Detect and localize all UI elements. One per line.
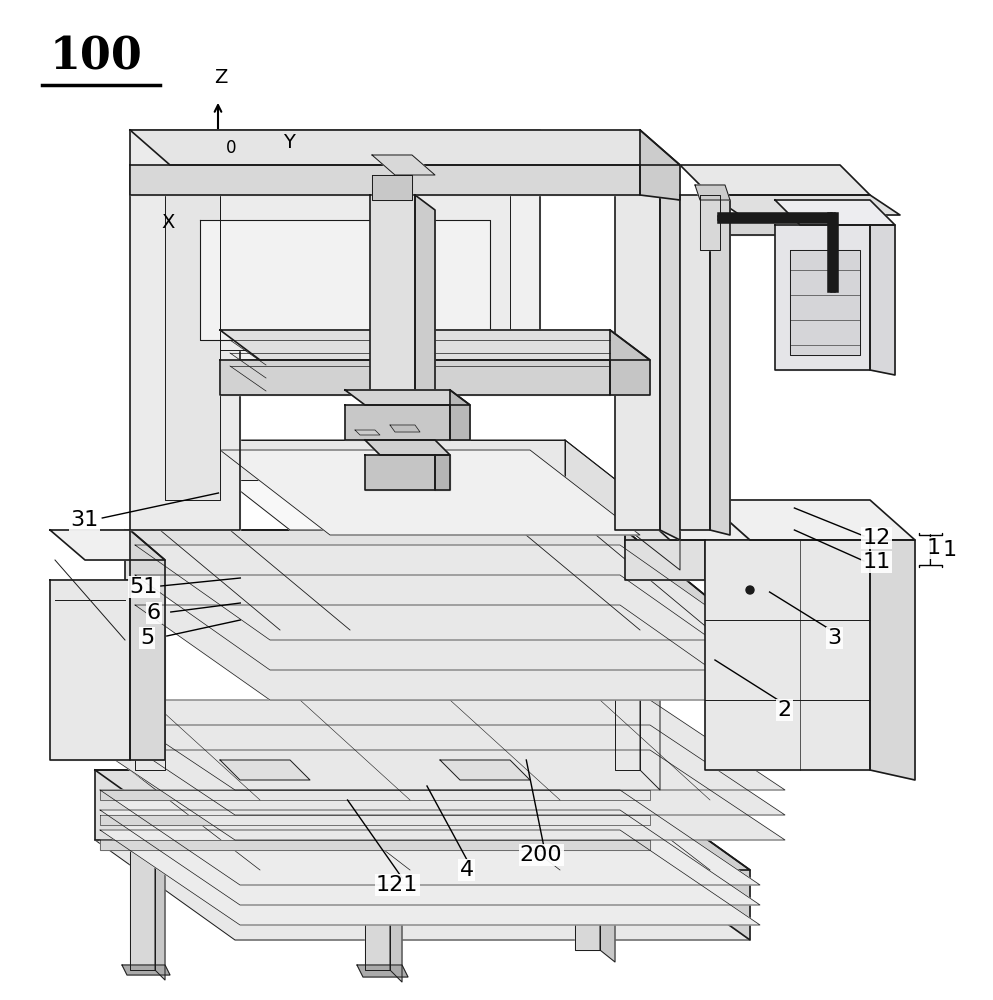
Polygon shape [415, 195, 435, 415]
Polygon shape [95, 770, 750, 870]
Text: 51: 51 [130, 577, 158, 597]
Polygon shape [175, 440, 680, 530]
Polygon shape [220, 360, 610, 395]
Polygon shape [775, 200, 895, 225]
Text: 12: 12 [863, 528, 891, 548]
Polygon shape [100, 790, 650, 800]
Polygon shape [365, 455, 435, 490]
Polygon shape [135, 605, 755, 700]
Polygon shape [50, 580, 130, 760]
Polygon shape [870, 540, 915, 780]
Polygon shape [390, 870, 402, 982]
Polygon shape [372, 175, 412, 200]
Polygon shape [565, 440, 680, 570]
Polygon shape [130, 130, 240, 530]
Text: 121: 121 [376, 875, 418, 895]
Polygon shape [165, 180, 220, 500]
Polygon shape [365, 870, 390, 970]
Polygon shape [220, 180, 510, 350]
Polygon shape [50, 530, 165, 560]
Polygon shape [357, 965, 408, 977]
Text: 11: 11 [863, 552, 891, 572]
Text: 100: 100 [50, 35, 143, 78]
Polygon shape [175, 440, 565, 480]
Polygon shape [125, 530, 760, 640]
Polygon shape [710, 215, 870, 235]
Polygon shape [440, 760, 530, 780]
Polygon shape [575, 840, 600, 950]
Polygon shape [615, 580, 640, 770]
Polygon shape [390, 425, 420, 432]
Text: X: X [161, 213, 175, 232]
Polygon shape [100, 700, 785, 790]
Polygon shape [100, 830, 760, 925]
Polygon shape [625, 530, 760, 690]
Polygon shape [680, 165, 870, 195]
Polygon shape [700, 195, 720, 250]
Polygon shape [135, 545, 755, 640]
Polygon shape [100, 810, 760, 905]
Text: 1: 1 [942, 540, 956, 560]
Polygon shape [610, 770, 750, 940]
Polygon shape [345, 405, 450, 440]
Polygon shape [220, 330, 650, 360]
Polygon shape [610, 330, 650, 395]
Polygon shape [625, 500, 750, 540]
Text: 6: 6 [147, 603, 161, 623]
Polygon shape [220, 450, 640, 535]
Text: 0: 0 [226, 139, 236, 157]
Text: 4: 4 [460, 860, 474, 880]
Polygon shape [640, 130, 680, 200]
Polygon shape [680, 195, 710, 530]
Polygon shape [355, 430, 380, 435]
Polygon shape [870, 225, 895, 375]
Polygon shape [625, 540, 705, 580]
Polygon shape [710, 195, 730, 535]
Text: 3: 3 [827, 628, 841, 648]
Polygon shape [220, 760, 310, 780]
Polygon shape [365, 440, 450, 455]
Polygon shape [122, 965, 170, 975]
Polygon shape [100, 725, 785, 815]
Text: 2: 2 [778, 700, 791, 720]
Polygon shape [640, 580, 660, 790]
Polygon shape [615, 195, 660, 530]
Polygon shape [345, 390, 470, 405]
Polygon shape [705, 540, 870, 770]
Polygon shape [600, 840, 615, 962]
Polygon shape [660, 195, 680, 540]
Polygon shape [775, 225, 870, 370]
Text: Z: Z [214, 68, 227, 87]
Polygon shape [705, 500, 915, 540]
Polygon shape [695, 185, 730, 200]
Polygon shape [200, 220, 490, 340]
Polygon shape [125, 530, 625, 580]
Polygon shape [130, 530, 165, 760]
Polygon shape [130, 130, 680, 165]
Polygon shape [435, 455, 450, 490]
Polygon shape [100, 790, 760, 885]
Polygon shape [155, 840, 165, 980]
Polygon shape [130, 165, 640, 195]
Polygon shape [240, 130, 540, 360]
Polygon shape [100, 750, 785, 840]
Polygon shape [100, 815, 650, 825]
Text: 200: 200 [520, 845, 562, 865]
Polygon shape [95, 840, 750, 940]
Polygon shape [135, 575, 755, 670]
Polygon shape [710, 195, 900, 215]
Polygon shape [135, 580, 165, 770]
Circle shape [746, 586, 754, 594]
Polygon shape [130, 840, 155, 970]
Text: Y: Y [283, 133, 295, 152]
Polygon shape [372, 155, 435, 175]
Text: 1: 1 [926, 538, 940, 558]
Polygon shape [100, 840, 650, 850]
Text: 31: 31 [71, 510, 98, 530]
Polygon shape [790, 250, 860, 355]
Text: 5: 5 [140, 628, 154, 648]
Polygon shape [450, 390, 470, 440]
Polygon shape [370, 195, 415, 400]
Polygon shape [95, 770, 610, 840]
